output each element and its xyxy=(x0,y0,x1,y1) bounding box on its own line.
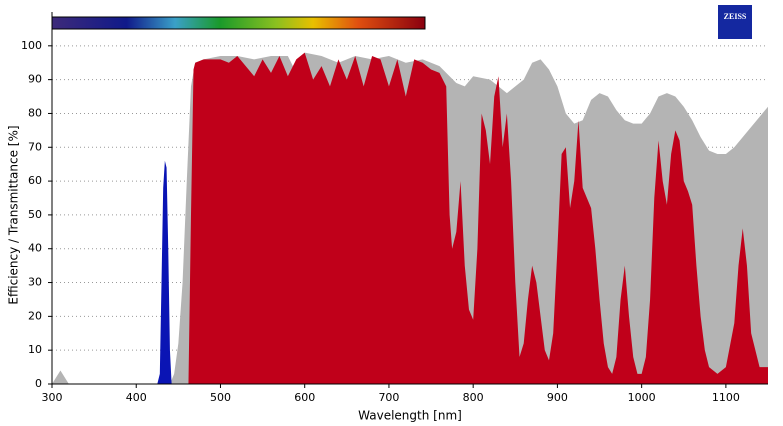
y-tick-label: 80 xyxy=(28,106,42,119)
x-tick-label: 600 xyxy=(294,391,315,404)
y-tick-label: 10 xyxy=(28,343,42,356)
y-axis-title: Efficiency / Transmittance [%] xyxy=(7,125,21,304)
y-tick-label: 90 xyxy=(28,73,42,86)
x-tick-label: 800 xyxy=(463,391,484,404)
y-tick-label: 70 xyxy=(28,140,42,153)
x-tick-label: 700 xyxy=(378,391,399,404)
y-tick-label: 60 xyxy=(28,174,42,187)
x-tick-label: 300 xyxy=(42,391,63,404)
x-tick-label: 500 xyxy=(210,391,231,404)
y-tick-label: 50 xyxy=(28,208,42,221)
area xyxy=(188,52,768,384)
y-tick-label: 20 xyxy=(28,309,42,322)
y-tick-label: 100 xyxy=(21,39,42,52)
logo-badge xyxy=(718,5,752,39)
spectrum-bar xyxy=(51,16,426,30)
x-tick-label: 1100 xyxy=(712,391,740,404)
y-tick-label: 40 xyxy=(28,242,42,255)
x-tick-label: 1000 xyxy=(628,391,656,404)
y-tick-label: 30 xyxy=(28,276,42,289)
x-tick-label: 400 xyxy=(126,391,147,404)
y-tick-label: 0 xyxy=(35,377,42,390)
x-axis-title: Wavelength [nm] xyxy=(358,409,462,423)
x-tick-label: 900 xyxy=(547,391,568,404)
area xyxy=(157,160,172,384)
logo: ZEISS xyxy=(724,12,747,21)
